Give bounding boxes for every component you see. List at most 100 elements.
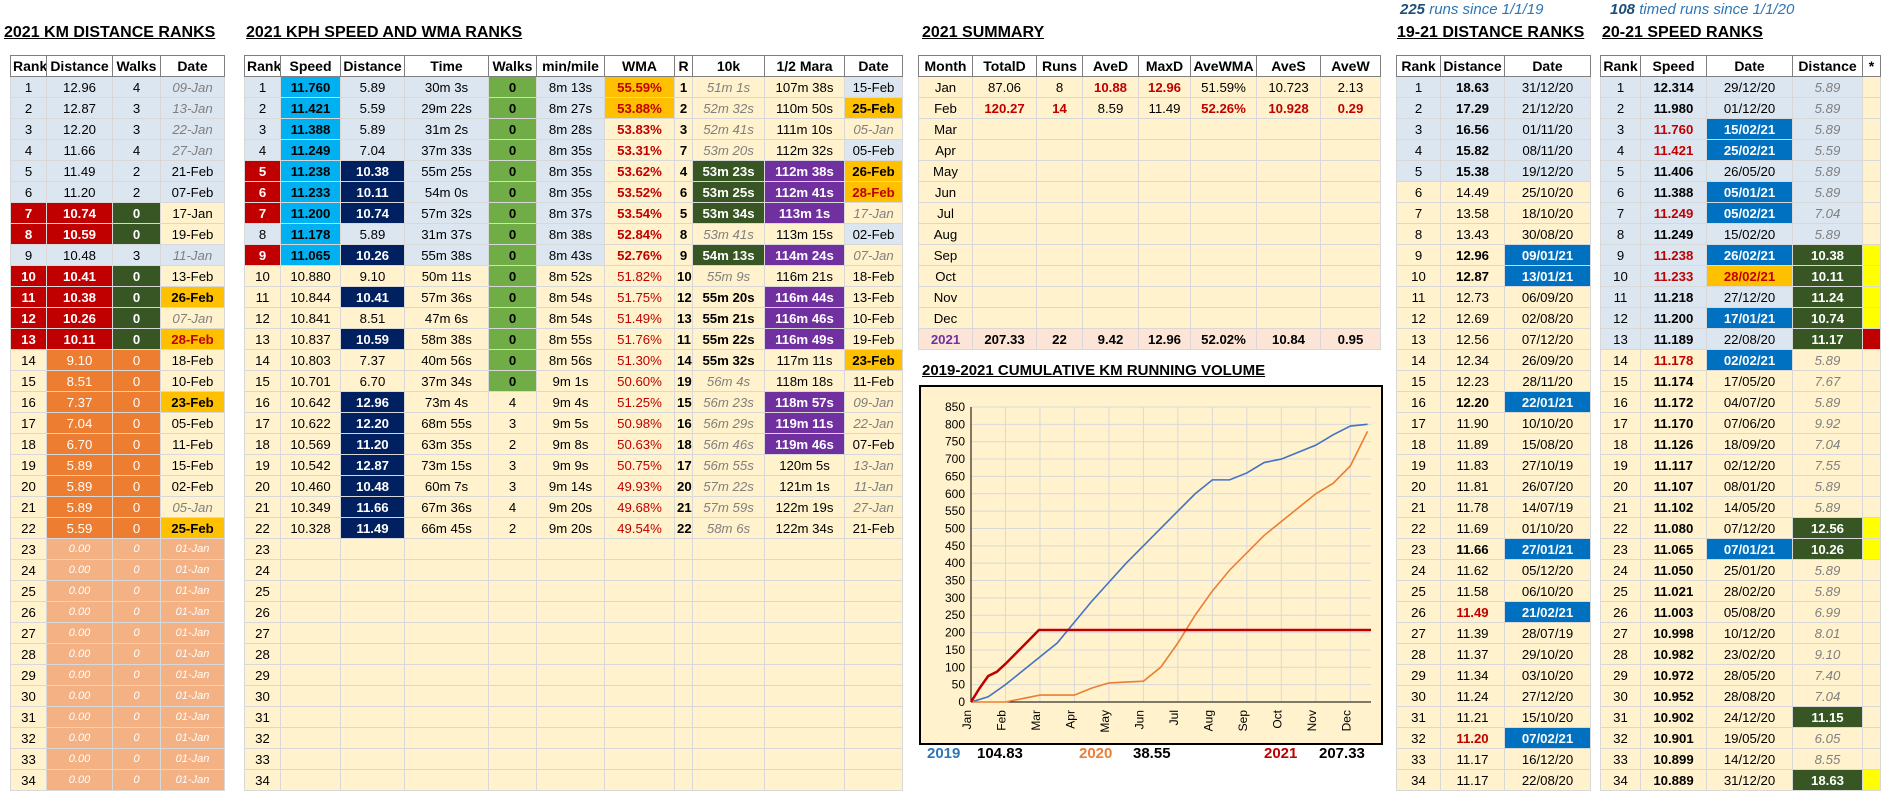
cell-10k[interactable]: 56m 46s	[692, 433, 765, 455]
cell-wma[interactable]: 51.25%	[604, 391, 675, 413]
cell-speed[interactable]: 11.003	[1640, 601, 1707, 623]
cell-date[interactable]: 25-Feb	[160, 517, 225, 539]
cell-date[interactable]: 19-Feb	[844, 328, 903, 350]
cell-speed[interactable]: 10.542	[280, 454, 341, 476]
cell-distance[interactable]: 0.00	[46, 538, 113, 560]
cell-time[interactable]: 73m 15s	[404, 454, 489, 476]
cell-rank[interactable]: 12	[1600, 307, 1641, 329]
cell-rank[interactable]: 31	[1600, 706, 1641, 728]
cell-distance[interactable]: 9.10	[1792, 643, 1863, 665]
cell-distance[interactable]: 7.04	[1792, 433, 1863, 455]
cell-rank[interactable]: 24	[1600, 559, 1641, 581]
cell-pace[interactable]: 9m 20s	[536, 517, 605, 539]
cell-rank[interactable]: 9	[10, 244, 47, 266]
column-header-maxd[interactable]: MaxD	[1138, 55, 1191, 77]
cell-distance[interactable]: 12.73	[1440, 286, 1505, 308]
cell-speed[interactable]	[280, 706, 341, 728]
cell-walks[interactable]: 0	[488, 265, 537, 287]
cell-date[interactable]: 01-Jan	[160, 580, 225, 602]
cell-date[interactable]: 25/02/21	[1706, 139, 1793, 161]
cell-10k[interactable]: 55m 21s	[692, 307, 765, 329]
cell-avew[interactable]	[1320, 244, 1381, 266]
cell-date[interactable]: 09-Jan	[844, 391, 903, 413]
cell-date[interactable]: 01-Jan	[160, 622, 225, 644]
column-header-rank[interactable]: Rank	[244, 55, 281, 77]
cell-walks[interactable]	[488, 706, 537, 728]
cell-aves[interactable]: 10.928	[1256, 97, 1321, 119]
cell-month[interactable]: Sep	[918, 244, 973, 266]
cell-wma[interactable]	[604, 769, 675, 791]
cell-avew[interactable]	[1320, 265, 1381, 287]
cell-rank[interactable]: 10	[244, 265, 281, 287]
cell-time[interactable]	[404, 622, 489, 644]
cell-wma[interactable]	[604, 685, 675, 707]
cell-10k[interactable]	[692, 685, 765, 707]
cell-wma[interactable]: 50.60%	[604, 370, 675, 392]
cell-distance[interactable]	[340, 622, 405, 644]
cell-walks[interactable]	[488, 538, 537, 560]
cell-rank[interactable]: 2	[1600, 97, 1641, 119]
cell-walks[interactable]: 0	[112, 496, 161, 518]
cell-distance[interactable]: 0.00	[46, 769, 113, 791]
cell-distance[interactable]: 12.56	[1792, 517, 1863, 539]
cell-distance[interactable]: 10.59	[340, 328, 405, 350]
cell-rank[interactable]: 10	[1396, 265, 1441, 287]
cell-runs[interactable]: 14	[1036, 97, 1083, 119]
cell-rank[interactable]: 25	[244, 580, 281, 602]
cell-avewma[interactable]	[1190, 181, 1257, 203]
cell-date[interactable]: 26/02/21	[1706, 244, 1793, 266]
cell-distance[interactable]: 5.89	[46, 475, 113, 497]
cell-runs[interactable]	[1036, 265, 1083, 287]
cell-date[interactable]: 23-Feb	[160, 391, 225, 413]
cell-rank[interactable]: 34	[1396, 769, 1441, 791]
cell-time[interactable]: 31m 37s	[404, 223, 489, 245]
cell-speed[interactable]	[280, 664, 341, 686]
cell-totald[interactable]: 120.27	[972, 97, 1037, 119]
cell-rank[interactable]: 19	[1600, 454, 1641, 476]
cell-wma[interactable]: 53.54%	[604, 202, 675, 224]
cell-rank[interactable]: 13	[244, 328, 281, 350]
cell-wma[interactable]	[604, 622, 675, 644]
cell-date[interactable]: 15-Feb	[844, 76, 903, 98]
cell-speed[interactable]: 11.233	[1640, 265, 1707, 287]
cell-wma[interactable]: 50.63%	[604, 433, 675, 455]
cell-date[interactable]: 27-Jan	[160, 139, 225, 161]
cell-walks[interactable]: 2	[112, 181, 161, 203]
cell-rank[interactable]: 23	[244, 538, 281, 560]
cell-distance[interactable]: 11.37	[1440, 643, 1505, 665]
cell-half-mara[interactable]: 119m 46s	[764, 433, 845, 455]
cell-rank[interactable]: 24	[244, 559, 281, 581]
column-header-date[interactable]: Date	[160, 55, 225, 77]
cell-date[interactable]	[844, 727, 903, 749]
cell-wma[interactable]: 51.76%	[604, 328, 675, 350]
cell-distance[interactable]: 0.00	[46, 685, 113, 707]
cell-10k[interactable]: 53m 20s	[692, 139, 765, 161]
cell-wma[interactable]	[604, 580, 675, 602]
cell-time[interactable]: 55m 38s	[404, 244, 489, 266]
cell-date[interactable]: 05/08/20	[1706, 601, 1793, 623]
cell-10k[interactable]: 55m 20s	[692, 286, 765, 308]
cell-speed[interactable]: 11.249	[280, 139, 341, 161]
cell-speed[interactable]: 10.803	[280, 349, 341, 371]
cell-maxd[interactable]	[1138, 160, 1191, 182]
cell-10k[interactable]: 57m 59s	[692, 496, 765, 518]
cell-distance[interactable]: 12.69	[1440, 307, 1505, 329]
cell-date[interactable]: 31/12/20	[1706, 769, 1793, 791]
cell-rank[interactable]: 18	[1396, 433, 1441, 455]
cell-distance[interactable]: 11.17	[1440, 769, 1505, 791]
cell-date[interactable]: 21/02/21	[1504, 601, 1591, 623]
cell-half-mara[interactable]	[764, 685, 845, 707]
cell-distance[interactable]: 5.89	[1792, 391, 1863, 413]
cell-rank[interactable]: 24	[1396, 559, 1441, 581]
cell-avew[interactable]	[1320, 118, 1381, 140]
cell-wma[interactable]: 51.75%	[604, 286, 675, 308]
cell-wma[interactable]	[604, 559, 675, 581]
cell-distance[interactable]: 5.89	[1792, 76, 1863, 98]
column-header-10k[interactable]: 10k	[692, 55, 765, 77]
cell-maxd[interactable]	[1138, 244, 1191, 266]
cell-wma[interactable]: 49.93%	[604, 475, 675, 497]
cell-rank[interactable]: 21	[244, 496, 281, 518]
cell-r[interactable]: 1	[674, 76, 693, 98]
cell-rank[interactable]: 27	[1396, 622, 1441, 644]
cell-pace[interactable]: 8m 38s	[536, 223, 605, 245]
